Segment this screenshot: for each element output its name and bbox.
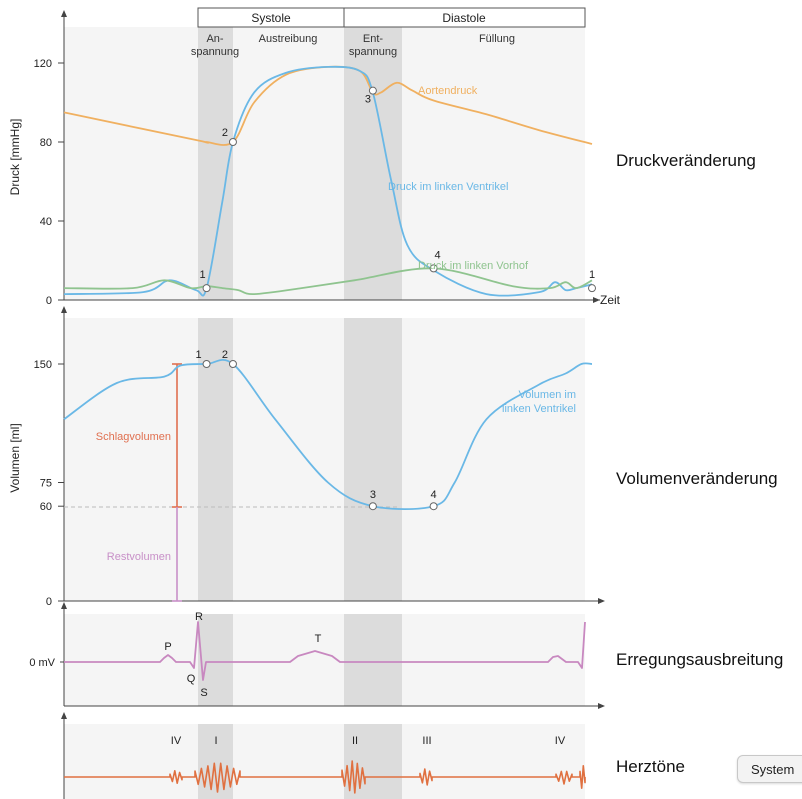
entspannung-label-2: spannung xyxy=(349,46,397,58)
anspannung-label-2: spannung xyxy=(191,46,239,58)
aorta-series-label: Aortendruck xyxy=(418,85,478,97)
volume-marker-2 xyxy=(228,360,237,368)
volume-y-label: Volumen [ml] xyxy=(8,423,22,492)
pressure-marker-2 xyxy=(228,138,237,146)
atrium-pressure-line xyxy=(63,267,593,296)
heart-sound-label-5: IV xyxy=(555,735,566,747)
rest-volume-bracket xyxy=(172,507,182,602)
pressure-marker-3 xyxy=(368,86,377,95)
title-sounds: Herztöne xyxy=(616,757,685,776)
volume-marker-1 xyxy=(202,360,211,368)
ecg-wave-label-q: Q xyxy=(187,673,196,685)
diastole-label: Diastole xyxy=(442,11,486,25)
title-ecg: Erregungsausbreitung xyxy=(616,650,784,669)
heart-sound-label-3: II xyxy=(352,735,358,747)
heart-sound-label-1: IV xyxy=(171,735,182,747)
title-pressure: Druckveränderung xyxy=(616,151,756,170)
anspannung-label-1: An- xyxy=(206,33,223,45)
volume-x-arrow xyxy=(598,598,605,604)
pressure-marker-5 xyxy=(588,284,596,293)
pressure-tick-label: 40 xyxy=(40,216,52,228)
pressure-panel xyxy=(64,27,585,300)
volume-tick-label: 60 xyxy=(40,501,52,513)
pressure-marker-1 xyxy=(202,284,211,293)
ecg-wave-label-p: P xyxy=(164,641,171,653)
volume-marker-4 xyxy=(429,502,438,511)
pressure-y-label: Druck [mmHg] xyxy=(8,119,22,196)
pressure-tick-label: 120 xyxy=(34,58,52,70)
volume-axes xyxy=(63,308,603,602)
title-volume: Volumenveränderung xyxy=(616,469,778,488)
system-button[interactable]: System xyxy=(737,755,802,783)
ecg-wave-label-r: R xyxy=(195,611,203,623)
pressure-marker-label-2: 2 xyxy=(222,127,228,139)
ecg-x-arrow xyxy=(598,703,605,709)
austreibung-label: Austreibung xyxy=(259,33,318,45)
systole-label: Systole xyxy=(251,11,291,25)
pressure-marker-label-4: 4 xyxy=(435,249,441,261)
ecg-wave-label-t: T xyxy=(315,633,322,645)
heart-sound-label-2: I xyxy=(214,735,217,747)
volume-tick-label: 0 xyxy=(46,596,52,608)
ecg-wave-label-s: S xyxy=(200,687,207,699)
shade-anspannung xyxy=(198,27,233,799)
shade-entspannung xyxy=(344,27,402,799)
pressure-tick-label: 0 xyxy=(46,295,52,307)
volume-marker-label-3: 3 xyxy=(370,489,376,501)
atrium-series-label: Druck im linken Vorhof xyxy=(418,260,529,272)
volume-series-label-2: linken Ventrikel xyxy=(502,403,576,415)
ecg-zero-label: 0 mV xyxy=(29,657,55,669)
volume-line xyxy=(63,358,593,511)
pressure-tick-label: 80 xyxy=(40,137,52,149)
pressure-marker-label-5: 1 xyxy=(589,269,595,281)
pressure-axes xyxy=(63,12,600,301)
heart-sound-label-4: III xyxy=(422,735,431,747)
pressure-x-label: Zeit xyxy=(600,293,621,307)
entspannung-label-1: Ent- xyxy=(363,33,384,45)
rest-volume-label: Restvolumen xyxy=(107,551,171,563)
ecg-trace xyxy=(64,621,586,681)
fuellung-label: Füllung xyxy=(479,33,515,45)
volume-panel xyxy=(64,318,585,601)
sounds-y-arrow xyxy=(61,712,67,719)
volume-marker-label-4: 4 xyxy=(431,489,437,501)
volume-marker-label-2: 2 xyxy=(222,349,228,361)
volume-marker-label-1: 1 xyxy=(195,349,201,361)
pressure-y-arrow xyxy=(61,10,67,17)
heart-sound-trace xyxy=(64,760,586,794)
ventricle-pressure-line xyxy=(63,65,593,297)
ecg-axes xyxy=(63,604,603,707)
volume-y-arrow xyxy=(61,306,67,313)
volume-tick-label: 75 xyxy=(40,478,52,490)
pressure-marker-label-1: 1 xyxy=(199,269,205,281)
volume-marker-3 xyxy=(368,502,377,511)
pressure-x-arrow xyxy=(593,297,600,303)
ventricle-series-label: Druck im linken Ventrikel xyxy=(388,181,508,193)
sounds-panel xyxy=(64,724,585,799)
volume-series-label-1: Volumen im xyxy=(519,389,576,401)
pressure-marker-4 xyxy=(429,264,438,273)
ecg-panel xyxy=(64,614,585,706)
stroke-volume-label: Schlagvolumen xyxy=(96,431,171,443)
aorta-pressure-line xyxy=(63,65,593,146)
diastole-box xyxy=(343,7,586,28)
ecg-y-arrow xyxy=(61,602,67,609)
pressure-marker-label-3: 3 xyxy=(365,94,371,106)
volume-tick-label: 150 xyxy=(34,359,52,371)
